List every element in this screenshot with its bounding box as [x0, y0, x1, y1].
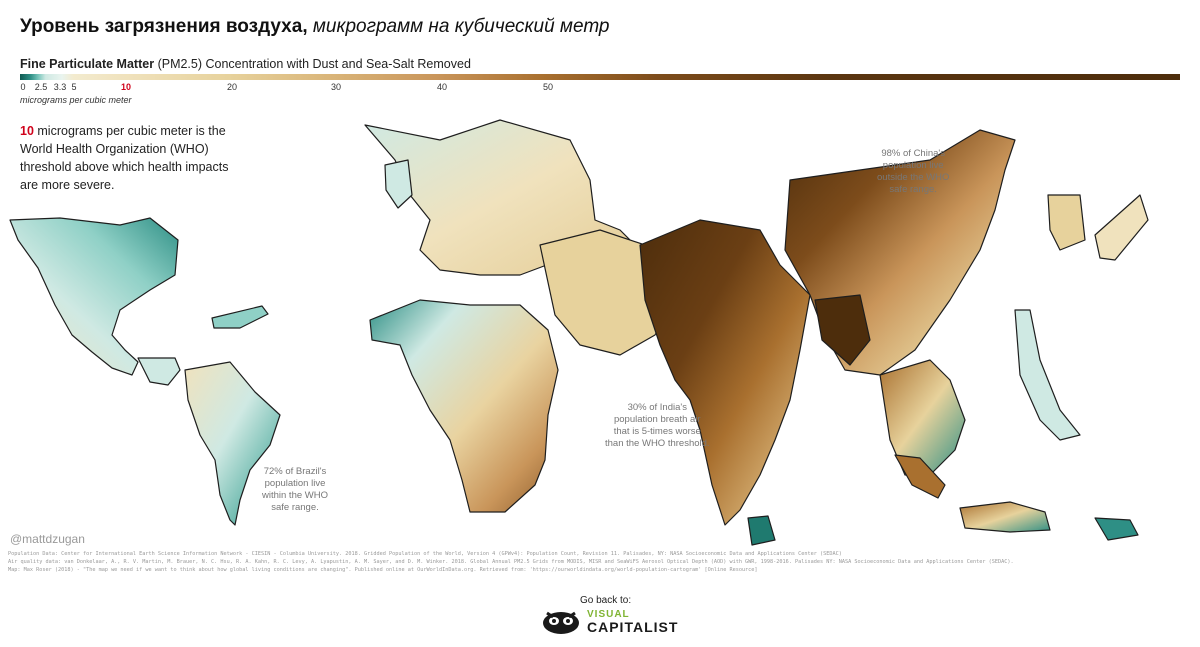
legend-tick: 50 [542, 82, 554, 92]
region-sri-lanka [747, 515, 776, 546]
logo-text-visual: VISUAL [587, 609, 630, 620]
annotation-india: 30% of India's population breath air tha… [605, 402, 710, 449]
region-japan-south [1094, 194, 1149, 261]
who-threshold-value: 10 [20, 124, 34, 138]
region-caribbean [211, 305, 269, 329]
legend-tick: 0 [20, 82, 26, 92]
region-south-america [184, 361, 281, 526]
go-back-label: Go back to: [580, 595, 632, 606]
legend-tick: 2.5 [34, 82, 48, 92]
region-india [639, 219, 811, 526]
source-line: Air quality data: van Donkelaar, A., R. … [8, 559, 1014, 565]
source-line: Population Data: Center for Internationa… [8, 551, 842, 557]
region-oceania [1094, 517, 1139, 541]
who-threshold-text: micrograms per cubic meter is the World … [20, 124, 229, 192]
legend-tick-who: 10 [120, 82, 132, 92]
capitalist-logo-icon [543, 611, 579, 634]
world-cartogram-map [9, 119, 1149, 546]
region-north-america [9, 217, 179, 376]
logo-text-capitalist: CAPITALIST [587, 619, 679, 635]
region-africa [369, 299, 559, 513]
annotation-brazil: 72% of Brazil's population live within t… [262, 466, 328, 513]
title-italic: микрограмм на кубический метр [312, 16, 610, 37]
data-sources: Population Data: Center for Internationa… [8, 550, 1188, 574]
source-line: Map: Max Roser (2018) - "The map we need… [8, 567, 758, 573]
region-indonesia-west [894, 454, 946, 499]
legend-tick: 40 [436, 82, 448, 92]
region-japan [1047, 194, 1086, 251]
visual-capitalist-logo[interactable]: VISUAL CAPITALIST [541, 607, 678, 635]
legend-color-bar [20, 74, 1180, 80]
legend-tick: 3.3 [53, 82, 67, 92]
who-threshold-note: 10 micrograms per cubic meter is the Wor… [20, 122, 240, 194]
region-british-isles [384, 159, 413, 209]
title-bold: Уровень загрязнения воздуха, [20, 16, 308, 37]
annotation-china: 98% of China's population live outside t… [877, 148, 950, 195]
region-philippines [1014, 309, 1081, 441]
legend-tick: 30 [330, 82, 342, 92]
subtitle-bold: Fine Particulate Matter [20, 57, 155, 71]
page-title: Уровень загрязнения воздуха, микрограмм … [20, 16, 610, 38]
legend-unit: micrograms per cubic meter [20, 95, 132, 105]
subtitle: Fine Particulate Matter (PM2.5) Concentr… [20, 57, 471, 71]
region-bangladesh [814, 294, 871, 366]
region-southeast-asia [879, 359, 966, 476]
region-indonesia [959, 501, 1051, 533]
author-attribution: @mattdzugan [10, 532, 85, 546]
region-central-america [137, 357, 181, 386]
legend-tick: 5 [71, 82, 77, 92]
legend-tick: 20 [226, 82, 238, 92]
subtitle-rest: (PM2.5) Concentration with Dust and Sea-… [157, 57, 471, 71]
